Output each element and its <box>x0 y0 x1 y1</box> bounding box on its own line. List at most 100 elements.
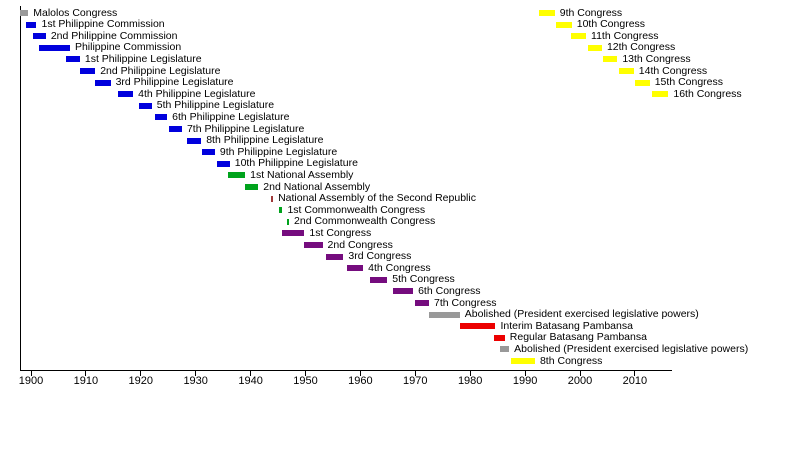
timeline-bar <box>634 79 650 86</box>
timeline-bar-label: National Assembly of the Second Republic <box>278 192 476 205</box>
timeline-bar-label: 2nd Congress <box>327 238 393 251</box>
timeline-bar <box>33 33 46 40</box>
timeline-bar-label: Regular Batasang Pambansa <box>509 331 647 344</box>
timeline-bar-label: 2nd National Assembly <box>263 180 371 193</box>
x-axis-tick-label: 1930 <box>183 375 208 387</box>
timeline-bar-label: 1st Commonwealth Congress <box>287 203 426 216</box>
x-axis-tick-label: 1970 <box>403 375 428 387</box>
x-axis-tick <box>85 371 87 376</box>
timeline-bar-label: Abolished (President exercised legislati… <box>514 342 749 355</box>
x-axis-tick-label: 1940 <box>238 375 263 387</box>
timeline-bar-label: 2nd Philippine Legislature <box>100 64 221 77</box>
timeline-bar-label: 4th Philippine Legislature <box>138 87 256 100</box>
x-axis-tick-label: 1960 <box>348 375 373 387</box>
timeline-bar <box>393 288 414 295</box>
x-axis-tick <box>140 371 142 376</box>
timeline-bar <box>571 33 587 40</box>
timeline-bar <box>217 160 230 167</box>
timeline-bar <box>39 44 70 51</box>
timeline-bar-label: 2nd Commonwealth Congress <box>294 215 436 228</box>
timeline-bar-label: 8th Congress <box>539 354 603 367</box>
timeline-bar <box>510 358 535 364</box>
timeline-bar-label: 1st Philippine Legislature <box>84 52 202 65</box>
timeline-bar-label: 11th Congress <box>591 29 659 42</box>
timeline-bar <box>555 21 572 28</box>
timeline-bar <box>186 137 202 144</box>
timeline-bar-label: 1st National Assembly <box>250 168 354 181</box>
timeline-bar <box>154 114 168 121</box>
timeline-bar-label: Philippine Commission <box>74 41 182 54</box>
timeline-bar-label: 3rd Congress <box>348 250 412 263</box>
timeline-bar-label: 1st Philippine Commission <box>41 18 165 31</box>
timeline-bar <box>20 10 29 16</box>
timeline-bar <box>286 218 290 225</box>
timeline-bar-label: 12th Congress <box>606 41 676 54</box>
timeline-bar-label: 1st Congress <box>309 226 372 239</box>
x-axis-tick <box>524 371 526 376</box>
x-axis-tick <box>634 371 636 376</box>
timeline-bar <box>80 68 96 74</box>
timeline-bar <box>603 56 618 63</box>
x-axis-tick-label: 2010 <box>622 375 648 387</box>
timeline-bar-label: 7th Philippine Legislature <box>186 122 305 135</box>
timeline-bar <box>201 149 215 156</box>
timeline-bar-label: 13th Congress <box>622 52 691 65</box>
timeline-bar-label: 15th Congress <box>654 76 724 89</box>
timeline-bar <box>245 184 259 190</box>
timeline-bar <box>168 126 182 132</box>
timeline-bar <box>587 44 602 51</box>
timeline-bar <box>26 21 37 28</box>
timeline-bar <box>281 230 305 237</box>
timeline-bar <box>500 346 510 353</box>
timeline-bar <box>370 276 388 283</box>
timeline-bar-label: Abolished (President exercised legislati… <box>464 308 699 321</box>
timeline-bar <box>65 56 80 63</box>
timeline-bar-label: 5th Philippine Legislature <box>156 99 275 112</box>
x-axis-tick-label: 1950 <box>293 375 318 387</box>
timeline-bar <box>117 91 134 98</box>
timeline-bar <box>415 300 430 306</box>
timeline-bar-label: 10th Congress <box>576 18 646 31</box>
timeline-bar <box>538 10 555 16</box>
x-axis-tick-label: 1900 <box>18 375 44 387</box>
timeline-bar-label: 14th Congress <box>638 64 708 77</box>
x-axis-tick <box>250 371 252 376</box>
timeline-bar <box>95 79 111 86</box>
x-axis-tick <box>469 371 471 376</box>
timeline-bar <box>652 91 669 98</box>
timeline-bar-label: 10th Philippine Legislature <box>234 157 358 170</box>
x-axis-tick <box>30 371 32 376</box>
x-axis-tick <box>195 371 197 376</box>
timeline-bar <box>347 265 364 272</box>
x-axis-tick-label: 1910 <box>73 375 99 387</box>
timeline-bar <box>429 311 460 318</box>
timeline-bar-label: 9th Philippine Legislature <box>219 145 338 158</box>
timeline-bar-label: 16th Congress <box>673 87 742 100</box>
timeline-bar-label: 6th Congress <box>418 284 481 297</box>
x-axis-line <box>20 370 672 371</box>
timeline-bar-label: Interim Batasang Pambansa <box>500 319 633 332</box>
x-axis-tick <box>414 371 416 376</box>
timeline-bar <box>326 253 344 260</box>
x-axis-tick-label: 1990 <box>512 375 538 387</box>
y-axis-line <box>20 6 21 371</box>
timeline-bar-label: 2nd Philippine Commission <box>50 29 178 42</box>
x-axis-tick <box>579 371 581 376</box>
timeline-bar-label: Malolos Congress <box>33 6 118 19</box>
x-axis-tick-label: 1980 <box>457 375 483 387</box>
timeline-bar-label: 8th Philippine Legislature <box>206 134 324 147</box>
timeline-bar-label: 3rd Philippine Legislature <box>115 76 234 89</box>
x-axis-tick-label: 1920 <box>128 375 154 387</box>
timeline-bar-label: 4th Congress <box>368 261 431 274</box>
timeline-bar <box>279 207 283 214</box>
timeline-bar-label: 9th Congress <box>559 6 623 19</box>
timeline-bar <box>270 195 274 202</box>
timeline-bar-label: 7th Congress <box>434 296 497 309</box>
x-axis-tick <box>359 371 361 376</box>
timeline-bar <box>227 172 246 179</box>
timeline-bar <box>139 102 152 109</box>
timeline-bar <box>618 68 634 74</box>
timeline-bar <box>304 242 323 248</box>
timeline-bar <box>494 334 505 341</box>
